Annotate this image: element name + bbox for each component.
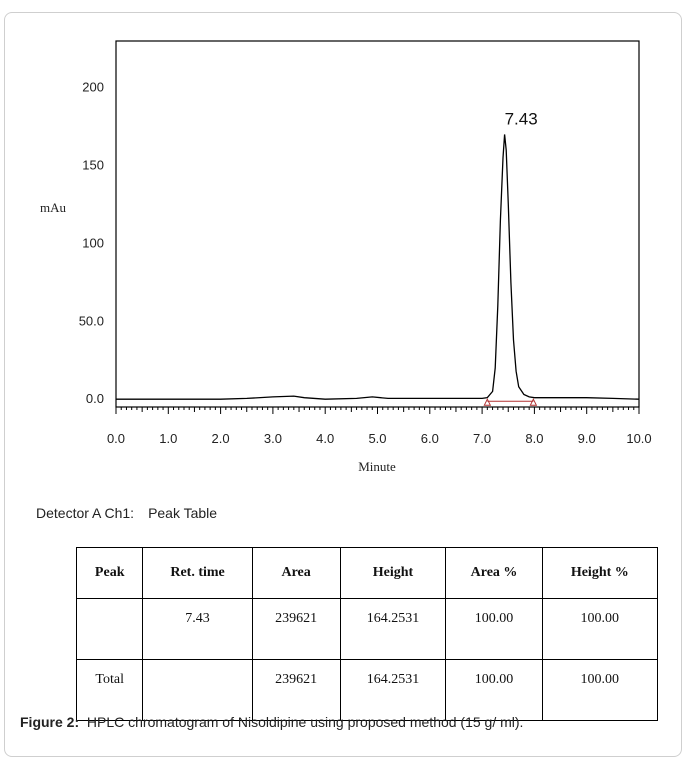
baseline-marker	[483, 398, 492, 406]
x-tick-labels: 0.0 1.0 2.0 3.0 4.0 5.0 6.0 7.0 8.0 9.0 10.0	[107, 431, 652, 446]
y-tick-label: 50.0	[79, 313, 104, 328]
chromatogram-trace	[116, 134, 640, 400]
table-header-row: Peak Ret. time Area Height Area % Height…	[75, 547, 659, 599]
x-tick-label: 0.0	[107, 431, 125, 446]
cell-area-pct: 100.00	[445, 598, 543, 660]
x-tick-label: 7.0	[473, 431, 491, 446]
y-tick-label: 200	[82, 80, 104, 95]
x-tick-label: 9.0	[578, 431, 596, 446]
chromatogram-chart: 0.0 50.0 100 150 200 0.0 1.0 2.0 3.0 4.0 5.0 6.0 7.…	[40, 40, 652, 474]
peak-label: 7.43	[505, 109, 538, 128]
col-area-pct: Area %	[445, 547, 543, 599]
cell-height: 164.2531	[339, 659, 447, 721]
x-tick-label: 1.0	[159, 431, 177, 446]
table-row: 7.43 239621 164.2531 100.00 100.00	[75, 598, 659, 660]
cell-area-pct: 100.00	[445, 659, 543, 721]
y-tick-label: 0.0	[86, 391, 104, 406]
detector-heading: Detector A Ch1: Peak Table	[36, 505, 217, 521]
col-height-pct: Height %	[541, 547, 659, 599]
cell-ret-time: 7.43	[142, 598, 253, 660]
baseline-markers	[483, 398, 538, 406]
peak-table-title: Peak Table	[148, 505, 218, 521]
y-tick-label: 150	[82, 158, 104, 173]
caption-text: HPLC chromatogram of Nisoldipine using p…	[86, 714, 524, 730]
x-tick-label: 8.0	[525, 431, 543, 446]
x-tick-label: 4.0	[316, 431, 334, 446]
x-minor-ticks	[115, 407, 640, 414]
cell-area: 239621	[251, 659, 341, 721]
x-axis-label: Minute	[358, 459, 396, 474]
x-tick-label: 10.0	[626, 431, 651, 446]
table-row-total: Total 239621 164.2531 100.00 100.00	[75, 659, 659, 721]
cell-peak	[75, 598, 144, 660]
col-ret-time: Ret. time	[142, 547, 253, 599]
y-tick-label: 100	[82, 235, 104, 250]
cell-height-pct: 100.00	[541, 598, 659, 660]
figure-frame	[4, 12, 682, 757]
x-tick-label: 5.0	[368, 431, 386, 446]
x-tick-label: 6.0	[421, 431, 439, 446]
figure-caption: Figure 2: HPLC chromatogram of Nisoldipi…	[20, 714, 670, 730]
caption-label: Figure 2:	[20, 714, 80, 730]
peak-table: Peak Ret. time Area Height Area % Height…	[75, 547, 659, 721]
cell-height: 164.2531	[339, 598, 447, 660]
cell-peak: Total	[75, 659, 144, 721]
baseline-marker	[529, 398, 538, 406]
cell-ret-time	[142, 659, 253, 721]
detector-label: Detector A Ch1:	[36, 505, 135, 521]
col-peak: Peak	[75, 547, 144, 599]
y-axis-label: mAu	[40, 200, 67, 215]
col-area: Area	[251, 547, 341, 599]
x-tick-label: 2.0	[212, 431, 230, 446]
y-tick-labels: 0.0 50.0 100 150 200	[79, 80, 104, 406]
plot-area	[115, 40, 640, 408]
cell-height-pct: 100.00	[541, 659, 659, 721]
cell-area: 239621	[251, 598, 341, 660]
x-tick-label: 3.0	[264, 431, 282, 446]
col-height: Height	[339, 547, 447, 599]
